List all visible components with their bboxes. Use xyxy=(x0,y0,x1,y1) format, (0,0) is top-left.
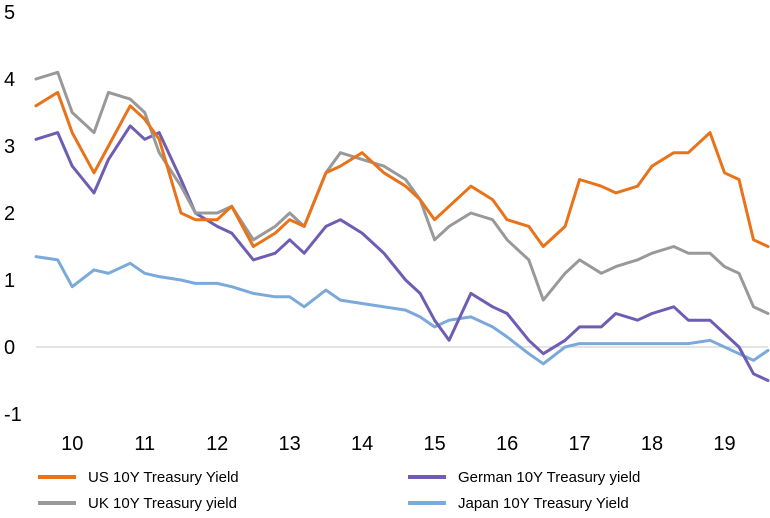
x-tick-label: 19 xyxy=(713,433,735,455)
y-tick-label: -1 xyxy=(4,404,22,426)
legend-label-uk: UK 10Y Treasury yield xyxy=(88,495,237,512)
y-tick-label: 5 xyxy=(4,2,15,24)
y-tick-label: 4 xyxy=(4,69,15,91)
y-tick-label: 0 xyxy=(4,337,15,359)
series-line-japan xyxy=(34,255,770,366)
x-tick-label: 17 xyxy=(568,433,590,455)
series-line-uk xyxy=(34,70,770,315)
legend-label-german: German 10Y Treasury yield xyxy=(458,469,640,486)
legend-label-us: US 10Y Treasury Yield xyxy=(88,469,239,486)
y-tick-label: 1 xyxy=(4,270,15,292)
x-tick-label: 10 xyxy=(61,433,83,455)
x-axis-ticks: 10 11 12 13 14 15 16 17 18 19 xyxy=(61,433,736,455)
y-axis-ticks: 5 4 3 2 1 0 -1 xyxy=(4,2,22,426)
y-tick-label: 3 xyxy=(4,136,15,158)
x-tick-label: 15 xyxy=(423,433,445,455)
x-tick-label: 14 xyxy=(351,433,373,455)
y-tick-label: 2 xyxy=(4,203,15,225)
x-tick-label: 13 xyxy=(279,433,301,455)
series-lines xyxy=(34,70,770,382)
x-tick-label: 11 xyxy=(134,433,155,455)
legend-label-japan: Japan 10Y Treasury Yield xyxy=(458,495,629,512)
x-tick-label: 12 xyxy=(206,433,228,455)
series-line-us xyxy=(34,90,770,248)
legend: US 10Y Treasury Yield UK 10Y Treasury yie… xyxy=(38,469,640,512)
x-tick-label: 16 xyxy=(496,433,518,455)
x-tick-label: 18 xyxy=(641,433,663,455)
